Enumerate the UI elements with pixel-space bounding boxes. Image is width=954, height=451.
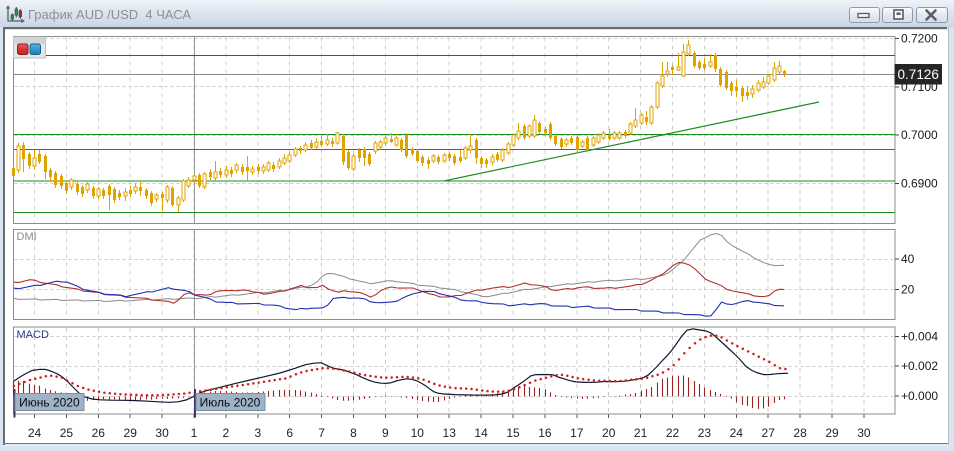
svg-text:40: 40 (901, 252, 915, 266)
svg-text:0.7200: 0.7200 (901, 32, 938, 46)
svg-text:24: 24 (730, 426, 744, 440)
svg-text:8: 8 (350, 426, 357, 440)
svg-text:DMI: DMI (17, 231, 37, 243)
svg-text:22: 22 (666, 426, 680, 440)
svg-text:15: 15 (506, 426, 520, 440)
svg-text:0.7000: 0.7000 (901, 128, 938, 142)
svg-text:10: 10 (411, 426, 425, 440)
svg-text:28: 28 (793, 426, 807, 440)
svg-text:6: 6 (286, 426, 293, 440)
svg-text:24: 24 (28, 426, 42, 440)
svg-text:MACD: MACD (17, 329, 49, 341)
svg-text:13: 13 (443, 426, 457, 440)
svg-text:20: 20 (602, 426, 616, 440)
svg-text:26: 26 (92, 426, 106, 440)
svg-text:21: 21 (634, 426, 648, 440)
svg-text:+0.004: +0.004 (901, 330, 938, 344)
svg-text:Июнь 2020: Июнь 2020 (19, 395, 80, 409)
svg-text:3: 3 (254, 426, 261, 440)
svg-text:0.6900: 0.6900 (901, 177, 938, 191)
svg-text:23: 23 (698, 426, 712, 440)
svg-text:0.7126: 0.7126 (898, 67, 939, 82)
svg-text:2: 2 (223, 426, 230, 440)
svg-text:1: 1 (191, 426, 198, 440)
svg-text:25: 25 (60, 426, 74, 440)
svg-text:14: 14 (474, 426, 488, 440)
svg-text:Июль 2020: Июль 2020 (200, 395, 261, 409)
svg-text:+0.002: +0.002 (901, 359, 938, 373)
svg-text:17: 17 (570, 426, 584, 440)
svg-text:9: 9 (382, 426, 389, 440)
svg-text:29: 29 (124, 426, 138, 440)
svg-text:7: 7 (318, 426, 325, 440)
svg-text:27: 27 (762, 426, 776, 440)
svg-text:+0.000: +0.000 (901, 389, 938, 403)
svg-text:29: 29 (825, 426, 839, 440)
svg-text:30: 30 (155, 426, 169, 440)
svg-text:16: 16 (538, 426, 552, 440)
svg-text:20: 20 (901, 283, 915, 297)
svg-text:30: 30 (857, 426, 871, 440)
